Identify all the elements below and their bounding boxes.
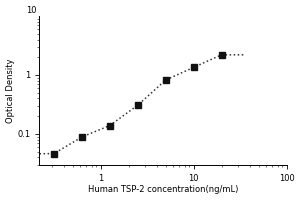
Text: 10: 10 xyxy=(26,6,37,15)
Y-axis label: Optical Density: Optical Density xyxy=(6,58,15,123)
X-axis label: Human TSP-2 concentration(ng/mL): Human TSP-2 concentration(ng/mL) xyxy=(88,185,238,194)
